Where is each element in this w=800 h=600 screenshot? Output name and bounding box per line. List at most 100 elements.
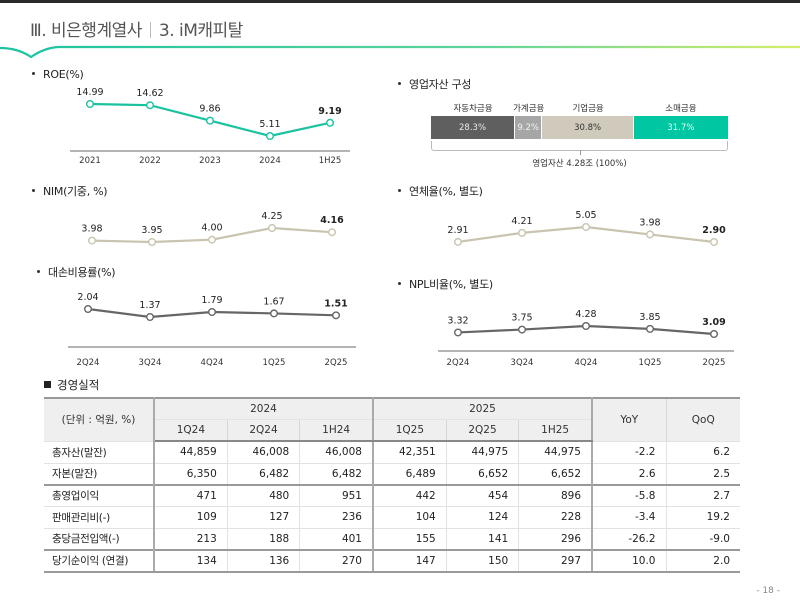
col-header: 2Q24	[227, 419, 301, 443]
asset-mix-category-labels: 자동차금융 가계금융 기업금융 소매금융	[431, 100, 728, 116]
data-label: 2.90	[702, 225, 726, 236]
col-header: 1Q25	[372, 419, 447, 443]
col-header: 1H25	[518, 419, 594, 443]
data-point	[453, 328, 462, 337]
table-cell: 134	[154, 548, 228, 573]
asset-mix-segment: 30.8%	[542, 116, 634, 139]
table-cell: 155	[372, 528, 447, 551]
table-cell: 42,351	[372, 441, 447, 464]
table-cell: 6,652	[446, 463, 520, 486]
data-point	[205, 116, 214, 125]
table-row: 총영업이익 471 480 951 442 454 896 -5.8 2.7	[44, 483, 740, 507]
data-point	[147, 238, 156, 247]
square-bullet-icon	[44, 381, 51, 388]
table-cell: -5.8	[592, 483, 667, 507]
data-label: 3.32	[447, 315, 468, 326]
nim-chart-title: NIM(기중, %)	[32, 183, 108, 199]
row-label: 판매관리비(-)	[44, 506, 155, 529]
asset-mix-category-label: 소매금융	[665, 104, 697, 114]
x-tick-label: 1H25	[319, 156, 342, 166]
table-cell: -26.2	[592, 528, 667, 551]
table-cell: 6,482	[227, 463, 301, 486]
table-cell: 296	[518, 528, 594, 551]
asset-mix-bar: 28.3% 9.2% 30.8% 31.7%	[431, 116, 728, 139]
table-cell: 109	[154, 506, 228, 529]
data-label: 2.04	[77, 292, 98, 303]
row-label: 총영업이익	[44, 483, 155, 507]
table-cell: 6.2	[666, 441, 740, 464]
table-cell: 141	[446, 528, 520, 551]
data-label: 14.62	[136, 88, 163, 99]
page-title: Ⅲ. 비은행계열사 3. iM캐피탈	[30, 16, 243, 41]
data-point	[710, 238, 719, 247]
data-label: 3.95	[141, 225, 162, 236]
table-cell: 6,482	[299, 463, 374, 486]
data-point	[86, 100, 95, 109]
data-point	[145, 101, 154, 110]
data-point	[145, 313, 154, 322]
data-point	[453, 237, 462, 246]
x-tick-label: 4Q24	[575, 358, 598, 368]
top-border	[0, 0, 800, 3]
table-cell: 19.2	[666, 506, 740, 529]
x-tick-label: 2024	[259, 156, 281, 166]
npl-chart: 2Q24 3Q24 4Q24 1Q25 2Q25 3.32 3.75 4.28 3.85 3.09	[438, 309, 734, 368]
x-tick-label: 3Q24	[139, 358, 162, 368]
table-cell: -9.0	[666, 528, 740, 551]
data-point	[88, 236, 97, 245]
credit-cost-chart: 2Q24 3Q24 4Q24 1Q25 2Q25 2.04 1.37 1.79 1.67 1.51	[68, 292, 356, 368]
delinquency-chart-title: 연체율(%, 별도)	[398, 183, 483, 199]
data-label: 3.98	[639, 217, 660, 228]
section-title: Ⅲ. 비은행계열사	[30, 21, 142, 41]
data-point	[332, 311, 341, 320]
npl-chart-title: NPL비율(%, 별도)	[398, 276, 493, 292]
asset-mix-category-label: 자동차금융	[453, 104, 493, 114]
header-underline	[0, 45, 800, 59]
table-cell: 6,350	[154, 463, 228, 486]
data-point	[517, 325, 526, 334]
table-cell: 471	[154, 483, 228, 507]
x-tick-label: 2Q25	[703, 358, 726, 368]
data-label: 3.85	[639, 312, 660, 323]
group-header-2025: 2025	[372, 397, 594, 421]
data-label: 2.91	[447, 225, 468, 236]
page-number: - 18 -	[756, 586, 780, 596]
table-cell: 6,489	[372, 463, 447, 486]
table-cell: 213	[154, 528, 228, 551]
table-cell: 46,008	[227, 441, 301, 464]
table-row: 총자산(말잔) 44,859 46,008 46,008 42,351 44,975 44,…	[44, 441, 740, 464]
yoy-header: YoY	[592, 396, 667, 442]
x-tick-label: 2Q24	[447, 358, 470, 368]
performance-table-title: 경영실적	[44, 377, 99, 393]
data-label: 3.75	[511, 313, 532, 324]
asset-mix-segment: 9.2%	[515, 116, 543, 139]
x-tick-label: 3Q24	[511, 358, 534, 368]
nim-chart: 3.98 3.95 4.00 4.25 4.16	[81, 211, 344, 247]
table-cell: 270	[299, 548, 374, 573]
x-tick-label: 2Q24	[77, 358, 100, 368]
asset-mix-category-label: 기업금융	[572, 104, 604, 114]
table-cell: 136	[227, 548, 301, 573]
data-label: 4.00	[201, 223, 222, 234]
x-tick-label: 2021	[79, 156, 101, 166]
data-label: 4.16	[320, 215, 344, 226]
data-point	[83, 305, 92, 314]
table-row: 자본(말잔) 6,350 6,482 6,482 6,489 6,652 6,652 2.6 2…	[44, 463, 740, 486]
asset-mix-segment: 31.7%	[633, 116, 728, 139]
table-row: 충당금전입액(-) 213 188 401 155 141 296 -26.2 -9.0	[44, 528, 740, 551]
table-cell: 44,975	[446, 441, 520, 464]
asset-mix-total-label: 영업자산 4.28조 (100%)	[532, 159, 627, 169]
roe-chart-title: ROE(%)	[32, 68, 84, 81]
credit-cost-chart-title: 대손비용률(%)	[37, 264, 116, 280]
data-label: 1.67	[263, 296, 284, 307]
table-cell: 951	[299, 483, 374, 507]
table-cell: 46,008	[299, 441, 374, 464]
roe-chart: 2021 2022 2023 2024 1H25 14.99 14.62 9.86 5.11 9.…	[70, 87, 350, 166]
table-cell: -2.2	[592, 441, 667, 464]
table-cell: 150	[446, 548, 520, 573]
data-point	[269, 309, 278, 318]
data-point	[645, 324, 654, 333]
data-label: 9.86	[199, 104, 220, 115]
data-point	[326, 118, 335, 127]
table-cell: 2.5	[666, 463, 740, 486]
